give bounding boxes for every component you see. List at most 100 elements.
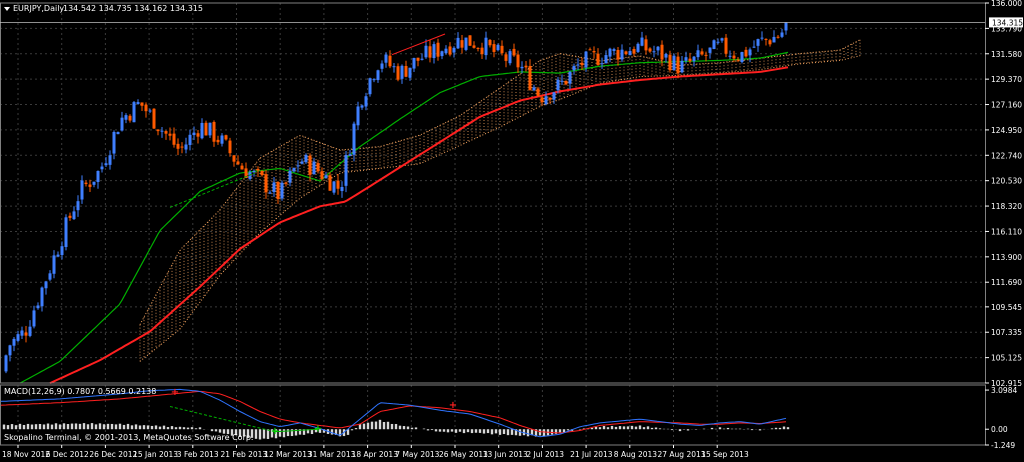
- macd-histogram-bar: [758, 429, 762, 431]
- candle-up: [112, 131, 116, 154]
- candle-up: [136, 102, 140, 104]
- macd-histogram-bar: [230, 429, 234, 436]
- candle-up: [784, 22, 788, 31]
- candle-up: [32, 310, 36, 327]
- macd-histogram-bar: [626, 426, 630, 430]
- candle-up: [772, 36, 776, 43]
- macd-histogram-bar: [374, 421, 378, 430]
- macd-histogram-bar: [94, 424, 98, 430]
- candle-up: [28, 326, 32, 336]
- candle-up: [288, 170, 292, 183]
- candle-up: [200, 122, 204, 139]
- macd-histogram-bar: [318, 429, 322, 433]
- candle-up: [60, 246, 64, 256]
- macd-cross-marker: +: [271, 426, 279, 437]
- macd-histogram-bar: [210, 429, 214, 432]
- candle-up: [184, 144, 188, 150]
- macd-histogram-bar: [386, 421, 390, 430]
- macd-tick-label: -1.249: [991, 441, 1015, 450]
- macd-histogram-bar: [606, 427, 610, 430]
- candle-up: [728, 55, 732, 57]
- candle-down: [776, 36, 780, 38]
- macd-histogram-bar: [282, 429, 286, 438]
- moving-averages: [19, 51, 789, 385]
- candle-up: [208, 122, 212, 136]
- candle-down: [596, 53, 600, 65]
- macd-histogram-bar: [290, 429, 294, 437]
- current-price-tag: 134.315: [989, 17, 1023, 28]
- candle-down: [88, 184, 92, 187]
- candlesticks: [4, 22, 788, 374]
- macd-histogram-bar: [562, 429, 566, 433]
- candle-up: [696, 50, 700, 58]
- macd-histogram-bar: [370, 421, 374, 430]
- candle-up: [52, 255, 56, 274]
- macd-histogram-bar: [66, 424, 70, 430]
- candle-up: [576, 64, 580, 66]
- macd-histogram-bar: [670, 429, 674, 431]
- candle-up: [252, 170, 256, 173]
- candle-up: [484, 37, 488, 56]
- macd-histogram-bar: [338, 429, 342, 437]
- candle-down: [460, 40, 464, 48]
- candle-down: [472, 45, 476, 48]
- macd-histogram-bar: [410, 427, 414, 430]
- macd-histogram-bar: [190, 427, 194, 430]
- macd-histogram-bar: [554, 429, 558, 434]
- macd-histogram-bar: [314, 429, 318, 433]
- macd-histogram-bar: [98, 423, 102, 430]
- macd-histogram-bar: [718, 427, 722, 430]
- trend-lines: [169, 33, 446, 208]
- candle-up: [692, 56, 696, 62]
- price-tick-label: 127.160: [991, 101, 1022, 110]
- macd-histogram-bar: [194, 428, 198, 430]
- macd-histogram-bar: [602, 426, 606, 430]
- candle-up: [572, 66, 576, 71]
- candle-up: [220, 135, 224, 144]
- candle-down: [700, 51, 704, 55]
- candle-down: [480, 47, 484, 55]
- macd-histogram-bar: [702, 428, 706, 430]
- time-tick-label: 21 Jul 2013: [570, 450, 613, 459]
- macd-histogram-bar: [514, 429, 518, 436]
- candle-up: [8, 345, 12, 356]
- macd-histogram-bar: [566, 429, 570, 431]
- macd-histogram-bar: [146, 425, 150, 430]
- candle-up: [720, 38, 724, 41]
- candle-up: [44, 281, 48, 289]
- macd-histogram-bar: [686, 429, 690, 431]
- macd-histogram-bar: [654, 427, 658, 430]
- macd-histogram-bar: [62, 423, 66, 430]
- macd-histogram-bar: [74, 423, 78, 430]
- candle-down: [140, 102, 144, 106]
- candle-up: [756, 39, 760, 46]
- candle-down: [232, 155, 236, 162]
- price-tick-label: 118.320: [991, 202, 1022, 211]
- macd-histogram-bar: [262, 429, 266, 439]
- candle-up: [628, 51, 632, 56]
- candle-up: [304, 154, 308, 163]
- candle-up: [80, 180, 84, 200]
- candle-down: [428, 46, 432, 58]
- macd-panel: + + + +: [0, 387, 790, 440]
- price-tick-label: 133.790: [991, 24, 1022, 33]
- candle-up: [464, 37, 468, 50]
- candle-up: [64, 217, 68, 248]
- candle-down: [536, 88, 540, 96]
- candle-down: [216, 139, 220, 143]
- macd-main-line: [0, 388, 787, 438]
- price-tick-label: 124.950: [991, 126, 1022, 135]
- main-header: EURJPY,Daily 134.542 134.735 134.162 134…: [4, 4, 203, 13]
- candle-down: [704, 54, 708, 56]
- chart-menu-icon[interactable]: [4, 7, 10, 11]
- candle-up: [12, 338, 16, 346]
- macd-histogram-bar: [658, 428, 662, 430]
- candle-up: [352, 123, 356, 155]
- macd-histogram-bar: [610, 425, 614, 430]
- candle-up: [456, 37, 460, 49]
- candle-up: [420, 58, 424, 60]
- ohlc-readout: 134.542 134.735 134.162 134.315: [63, 4, 203, 13]
- candle-up: [100, 166, 104, 170]
- candle-up: [116, 132, 120, 135]
